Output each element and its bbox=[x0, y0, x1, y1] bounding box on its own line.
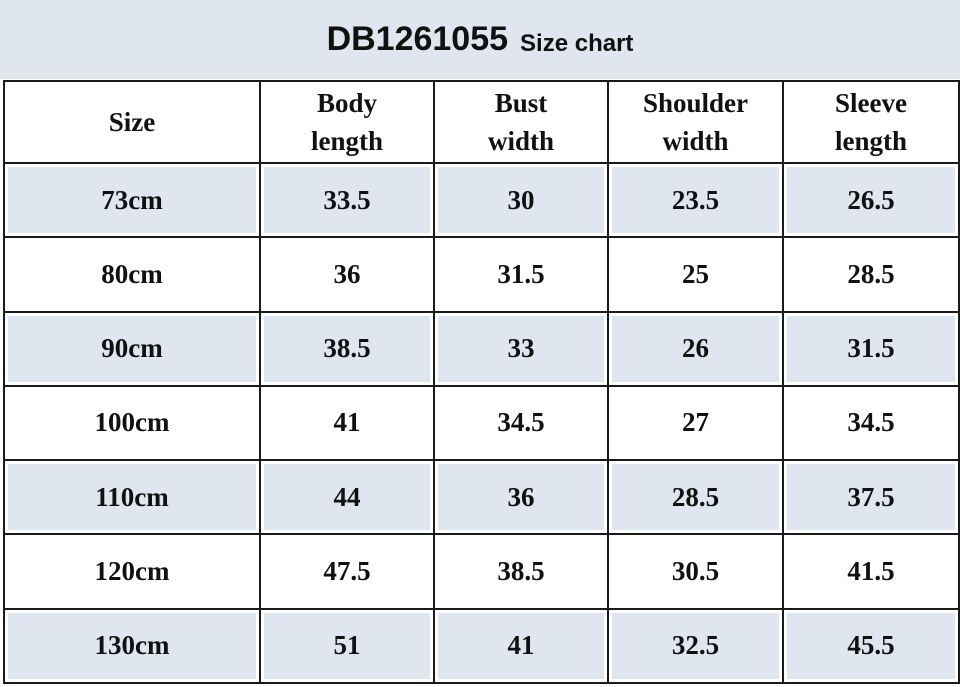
header-text: Size bbox=[108, 107, 156, 137]
table-row: 120cm 47.5 38.5 30.5 41.5 bbox=[3, 533, 960, 610]
cell-sleeve-length: 45.5 bbox=[782, 607, 960, 685]
size-table: Size Body length Bust width Shoulder width Slee… bbox=[3, 80, 960, 685]
cell-bust-width: 33 bbox=[433, 310, 609, 387]
cell-bust-width: 34.5 bbox=[433, 384, 609, 462]
table-row: 90cm 38.5 33 26 31.5 bbox=[3, 310, 960, 387]
header-text: Shoulder bbox=[642, 88, 749, 118]
product-code: DB1261055 bbox=[326, 20, 509, 58]
header-text: length bbox=[834, 126, 907, 156]
cell-bust-width: 36 bbox=[433, 459, 609, 536]
cell-shoulder-width: 32.5 bbox=[607, 607, 784, 685]
cell-shoulder-width: 23.5 bbox=[607, 161, 784, 239]
header-text: length bbox=[310, 126, 383, 156]
table-row: 130cm 51 41 32.5 45.5 bbox=[3, 607, 960, 685]
table-row: 110cm 44 36 28.5 37.5 bbox=[3, 459, 960, 536]
header-text: Bust bbox=[494, 88, 548, 118]
cell-body-length: 51 bbox=[259, 607, 435, 685]
chart-subtitle: Size chart bbox=[520, 29, 634, 57]
cell-body-length: 33.5 bbox=[259, 161, 435, 239]
header-body-length: Body length bbox=[259, 80, 435, 164]
cell-bust-width: 41 bbox=[433, 607, 609, 685]
cell-sleeve-length: 28.5 bbox=[782, 236, 960, 313]
cell-body-length: 36 bbox=[259, 236, 435, 313]
header-shoulder-width: Shoulder width bbox=[607, 80, 784, 164]
table-row: 100cm 41 34.5 27 34.5 bbox=[3, 384, 960, 462]
cell-shoulder-width: 28.5 bbox=[607, 459, 784, 536]
cell-bust-width: 30 bbox=[433, 161, 609, 239]
header-text: Sleeve bbox=[835, 88, 907, 118]
cell-size: 90cm bbox=[3, 310, 261, 387]
cell-body-length: 41 bbox=[259, 384, 435, 462]
cell-size: 73cm bbox=[3, 161, 261, 239]
header-sleeve-length: Sleeve length bbox=[782, 80, 960, 164]
cell-sleeve-length: 37.5 bbox=[782, 459, 960, 536]
cell-shoulder-width: 30.5 bbox=[607, 533, 784, 610]
header-bust-width: Bust width bbox=[433, 80, 609, 164]
cell-size: 110cm bbox=[3, 459, 261, 536]
cell-size: 120cm bbox=[3, 533, 261, 610]
cell-size: 80cm bbox=[3, 236, 261, 313]
table-row: 73cm 33.5 30 23.5 26.5 bbox=[3, 161, 960, 239]
cell-shoulder-width: 25 bbox=[607, 236, 784, 313]
header-size: Size bbox=[3, 80, 261, 164]
cell-sleeve-length: 34.5 bbox=[782, 384, 960, 462]
cell-body-length: 47.5 bbox=[259, 533, 435, 610]
table-row: 80cm 36 31.5 25 28.5 bbox=[3, 236, 960, 313]
header-text: width bbox=[662, 126, 729, 156]
cell-sleeve-length: 31.5 bbox=[782, 310, 960, 387]
header-text: Body bbox=[316, 88, 378, 118]
cell-shoulder-width: 26 bbox=[607, 310, 784, 387]
cell-bust-width: 38.5 bbox=[433, 533, 609, 610]
cell-sleeve-length: 26.5 bbox=[782, 161, 960, 239]
header-row: Size Body length Bust width Shoulder width Slee… bbox=[3, 80, 960, 164]
cell-bust-width: 31.5 bbox=[433, 236, 609, 313]
cell-size: 130cm bbox=[3, 607, 261, 685]
cell-sleeve-length: 41.5 bbox=[782, 533, 960, 610]
title-bar: DB1261055 Size chart bbox=[0, 0, 960, 79]
cell-body-length: 44 bbox=[259, 459, 435, 536]
cell-shoulder-width: 27 bbox=[607, 384, 784, 462]
cell-body-length: 38.5 bbox=[259, 310, 435, 387]
header-text: width bbox=[487, 126, 555, 156]
cell-size: 100cm bbox=[3, 384, 261, 462]
